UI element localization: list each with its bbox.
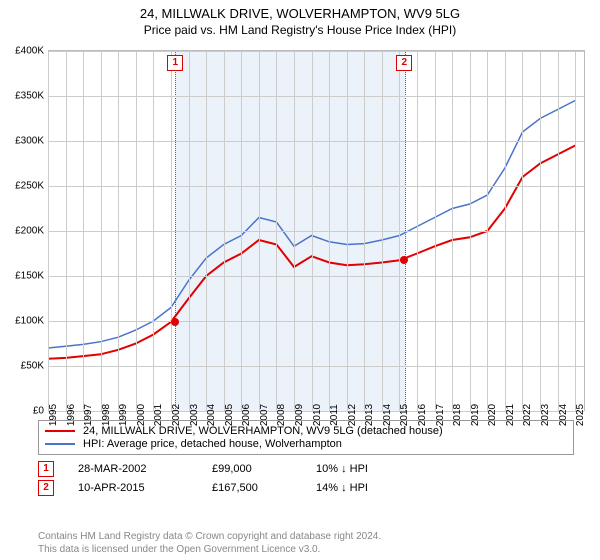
x-gridline	[522, 51, 523, 411]
x-gridline	[435, 51, 436, 411]
transaction-date: 28-MAR-2002	[78, 463, 188, 475]
transaction-row: 2 10-APR-2015 £167,500 14% ↓ HPI	[38, 480, 574, 496]
price-marker	[400, 256, 408, 264]
x-gridline	[364, 51, 365, 411]
y-gridline	[48, 141, 584, 142]
x-gridline	[48, 51, 49, 411]
y-axis-label: £250K	[15, 181, 44, 192]
price-marker	[171, 318, 179, 326]
transaction-date: 10-APR-2015	[78, 482, 188, 494]
x-gridline	[101, 51, 102, 411]
plot-region: £0£50K£100K£150K£200K£250K£300K£350K£400…	[48, 50, 585, 411]
y-axis-label: £50K	[21, 361, 44, 372]
x-gridline	[329, 51, 330, 411]
footer-attribution: Contains HM Land Registry data © Crown c…	[38, 530, 574, 556]
legend-label: HPI: Average price, detached house, Wolv…	[83, 438, 342, 450]
x-gridline	[83, 51, 84, 411]
x-gridline	[241, 51, 242, 411]
x-gridline	[452, 51, 453, 411]
title-block: 24, MILLWALK DRIVE, WOLVERHAMPTON, WV9 5…	[0, 0, 600, 37]
transaction-table: 1 28-MAR-2002 £99,000 10% ↓ HPI 2 10-APR-2015…	[38, 461, 574, 496]
legend-swatch	[45, 430, 75, 432]
legend-swatch	[45, 443, 75, 445]
y-gridline	[48, 186, 584, 187]
x-gridline	[470, 51, 471, 411]
x-gridline	[206, 51, 207, 411]
x-gridline	[347, 51, 348, 411]
chart-title: 24, MILLWALK DRIVE, WOLVERHAMPTON, WV9 5…	[0, 6, 600, 21]
x-gridline	[136, 51, 137, 411]
legend-item: 24, MILLWALK DRIVE, WOLVERHAMPTON, WV9 5…	[45, 425, 567, 437]
x-gridline	[259, 51, 260, 411]
x-gridline	[276, 51, 277, 411]
y-axis-label: £400K	[15, 46, 44, 57]
y-axis-label: £350K	[15, 91, 44, 102]
legend-label: 24, MILLWALK DRIVE, WOLVERHAMPTON, WV9 5…	[83, 425, 443, 437]
y-gridline	[48, 51, 584, 52]
transaction-price: £99,000	[212, 463, 292, 475]
x-gridline	[382, 51, 383, 411]
x-gridline	[487, 51, 488, 411]
x-gridline	[399, 51, 400, 411]
transaction-price: £167,500	[212, 482, 292, 494]
y-gridline	[48, 321, 584, 322]
y-gridline	[48, 96, 584, 97]
y-axis-label: £200K	[15, 226, 44, 237]
y-gridline	[48, 231, 584, 232]
footer-line1: Contains HM Land Registry data © Crown c…	[38, 530, 574, 543]
x-axis-label: 2025	[575, 404, 586, 426]
transaction-flag: 2	[38, 480, 54, 496]
marker-flag: 2	[396, 55, 412, 71]
legend-panel: 24, MILLWALK DRIVE, WOLVERHAMPTON, WV9 5…	[38, 420, 574, 499]
x-gridline	[153, 51, 154, 411]
x-gridline	[224, 51, 225, 411]
x-gridline	[505, 51, 506, 411]
y-gridline	[48, 276, 584, 277]
x-gridline	[189, 51, 190, 411]
chart-container: 24, MILLWALK DRIVE, WOLVERHAMPTON, WV9 5…	[0, 0, 600, 560]
chart-area: £0£50K£100K£150K£200K£250K£300K£350K£400…	[48, 50, 584, 410]
y-axis-label: £0	[33, 406, 44, 417]
y-axis-label: £300K	[15, 136, 44, 147]
x-gridline	[118, 51, 119, 411]
marker-flag: 1	[167, 55, 183, 71]
legend-item: HPI: Average price, detached house, Wolv…	[45, 438, 567, 450]
transaction-flag: 1	[38, 461, 54, 477]
y-axis-label: £150K	[15, 271, 44, 282]
x-gridline	[558, 51, 559, 411]
y-axis-label: £100K	[15, 316, 44, 327]
x-gridline	[171, 51, 172, 411]
x-gridline	[294, 51, 295, 411]
footer-line2: This data is licensed under the Open Gov…	[38, 543, 574, 556]
chart-subtitle: Price paid vs. HM Land Registry's House …	[0, 23, 600, 37]
x-gridline	[575, 51, 576, 411]
transaction-delta: 10% ↓ HPI	[316, 463, 368, 475]
x-gridline	[66, 51, 67, 411]
transaction-delta: 14% ↓ HPI	[316, 482, 368, 494]
x-gridline	[540, 51, 541, 411]
y-gridline	[48, 366, 584, 367]
transaction-row: 1 28-MAR-2002 £99,000 10% ↓ HPI	[38, 461, 574, 477]
x-gridline	[312, 51, 313, 411]
legend-box: 24, MILLWALK DRIVE, WOLVERHAMPTON, WV9 5…	[38, 420, 574, 455]
x-gridline	[417, 51, 418, 411]
